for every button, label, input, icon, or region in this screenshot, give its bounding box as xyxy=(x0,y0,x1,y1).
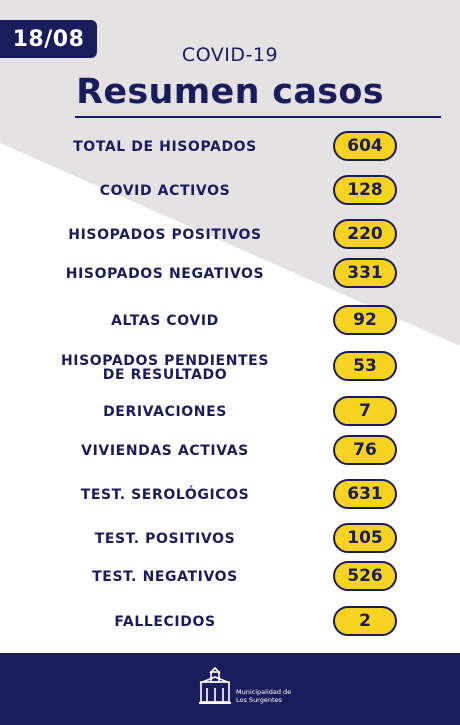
stat-label: TEST. SEROLÓGICOS xyxy=(80,487,250,503)
municipal-building-logo-icon xyxy=(199,666,231,704)
stat-value-badge: 105 xyxy=(333,523,397,553)
stat-label: HISOPADOS NEGATIVOS xyxy=(65,266,265,282)
stat-value-badge: 2 xyxy=(333,606,397,636)
stat-label-line2: DE RESULTADO xyxy=(102,367,228,383)
stat-value-badge: 331 xyxy=(333,258,397,288)
municipality-name: Municipalidad de Los Surgentes xyxy=(236,688,291,704)
stat-label: VIVIENDAS ACTIVAS xyxy=(81,443,249,459)
stat-label-line1: HISOPADOS PENDIENTES xyxy=(60,353,270,369)
municipality-name-line2: Los Surgentes xyxy=(236,696,282,704)
stat-value-badge: 526 xyxy=(333,561,397,591)
stat-label: DERIVACIONES xyxy=(103,404,227,420)
stat-value-badge: 76 xyxy=(333,435,397,465)
stat-value-badge: 631 xyxy=(333,479,397,509)
stat-label: TEST. NEGATIVOS xyxy=(92,569,238,585)
stat-label: FALLECIDOS xyxy=(114,614,216,630)
stat-label: TEST. POSITIVOS xyxy=(94,531,236,547)
stat-value-badge: 604 xyxy=(333,131,397,161)
page-title: Resumen casos xyxy=(76,72,384,112)
stat-value-badge: 128 xyxy=(333,175,397,205)
stat-label: TOTAL DE HISOPADOS xyxy=(73,139,257,155)
stat-value-badge: 7 xyxy=(333,396,397,426)
stat-value-badge: 53 xyxy=(333,351,397,381)
municipality-name-line1: Municipalidad de xyxy=(236,688,292,696)
date-badge: 18/08 xyxy=(0,20,97,58)
stat-value-badge: 92 xyxy=(333,305,397,335)
subtitle: COVID-19 xyxy=(181,44,279,66)
stat-label: HISOPADOS PENDIENTES DE RESULTADO xyxy=(20,354,310,382)
title-divider xyxy=(75,116,441,118)
footer-bar xyxy=(0,653,460,725)
stat-label: ALTAS COVID xyxy=(111,313,219,329)
stat-value-badge: 220 xyxy=(333,219,397,249)
stat-label: HISOPADOS POSITIVOS xyxy=(68,227,262,243)
stat-label: COVID ACTIVOS xyxy=(99,183,231,199)
